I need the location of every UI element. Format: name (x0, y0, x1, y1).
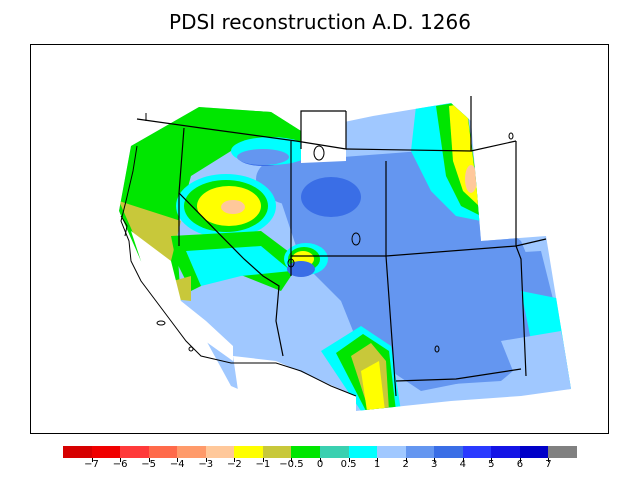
legend-tick-label: 2 (402, 459, 409, 470)
wyoming-gap (301, 111, 346, 163)
legend-tick (434, 458, 436, 462)
legend-tick-label: 5 (488, 459, 495, 470)
legend-swatch (291, 446, 321, 458)
legend-tick-label: 0.5 (340, 459, 357, 470)
legend-tick-label: −5 (141, 459, 157, 470)
legend-tick (291, 458, 293, 462)
legend-swatch (491, 446, 521, 458)
legend-tick-label: −0.5 (279, 459, 304, 470)
legend-swatch (91, 446, 121, 458)
legend-tick (148, 458, 150, 462)
legend-tick-label: −4 (169, 459, 185, 470)
legend-tick-label: −3 (198, 459, 214, 470)
legend-swatch (205, 446, 235, 458)
legend-swatch (63, 446, 93, 458)
legend-tick (91, 458, 93, 462)
legend-tick-label: 7 (545, 459, 552, 470)
legend-tick (262, 458, 264, 462)
page-title: PDSI reconstruction A.D. 1266 (169, 10, 471, 34)
legend-tick-label: −6 (112, 459, 128, 470)
legend-tick (491, 458, 493, 462)
legend-swatch (405, 446, 435, 458)
zone-blue-north (237, 149, 289, 165)
mexico-mask (233, 356, 356, 411)
zone-peach-central (221, 200, 245, 214)
legend-tick (120, 458, 122, 462)
legend-swatch (548, 446, 578, 458)
legend-tick (405, 458, 407, 462)
legend-swatch (234, 446, 264, 458)
legend-tick-label: −1 (255, 459, 271, 470)
legend-tick (205, 458, 207, 462)
legend-tick (348, 458, 350, 462)
legend-tick (320, 458, 321, 462)
zone-yellow-south (361, 361, 385, 411)
legend-swatch (377, 446, 407, 458)
legend-tick (548, 458, 550, 462)
legend-tick (377, 458, 379, 462)
map-frame (30, 44, 609, 434)
legend-tick-label: 4 (459, 459, 466, 470)
pdsi-map (119, 96, 571, 411)
zone-cyan-band (186, 246, 291, 286)
legend-swatch (320, 446, 350, 458)
legend-tick (519, 458, 521, 462)
legend-tick-label: −2 (226, 459, 242, 470)
legend-tick-label: −7 (84, 459, 99, 470)
legend-tick (177, 458, 179, 462)
color-legend: −7 −6 −5 −4 −3 −2 −1 −0.5 0 0.5 1 2 3 4 5 6 7 (0, 444, 640, 476)
legend-tick (234, 458, 236, 462)
legend-swatch (262, 446, 292, 458)
legend-swatch (519, 446, 549, 458)
legend-swatch (148, 446, 178, 458)
legend-tick-label: 0 (316, 459, 324, 470)
legend-tick (462, 458, 464, 462)
zone-peach-east (465, 165, 477, 193)
state-borders (136, 96, 547, 397)
zone-olive-coast (119, 201, 181, 261)
ocean-mask (131, 231, 233, 361)
legend-tick-label: 3 (431, 459, 438, 470)
zone-lightblue-se (501, 331, 571, 391)
legend-swatch (120, 446, 150, 458)
legend-swatch (177, 446, 207, 458)
legend-tick-label: 1 (373, 459, 381, 470)
pdsi-field (119, 103, 571, 411)
coastline (120, 113, 357, 397)
zone-blue-core-1 (301, 177, 361, 217)
legend-swatch (348, 446, 378, 458)
lakes (156, 132, 514, 353)
legend-swatch (462, 446, 492, 458)
legend-swatch (434, 446, 464, 458)
legend-tick-label: 6 (516, 459, 524, 470)
